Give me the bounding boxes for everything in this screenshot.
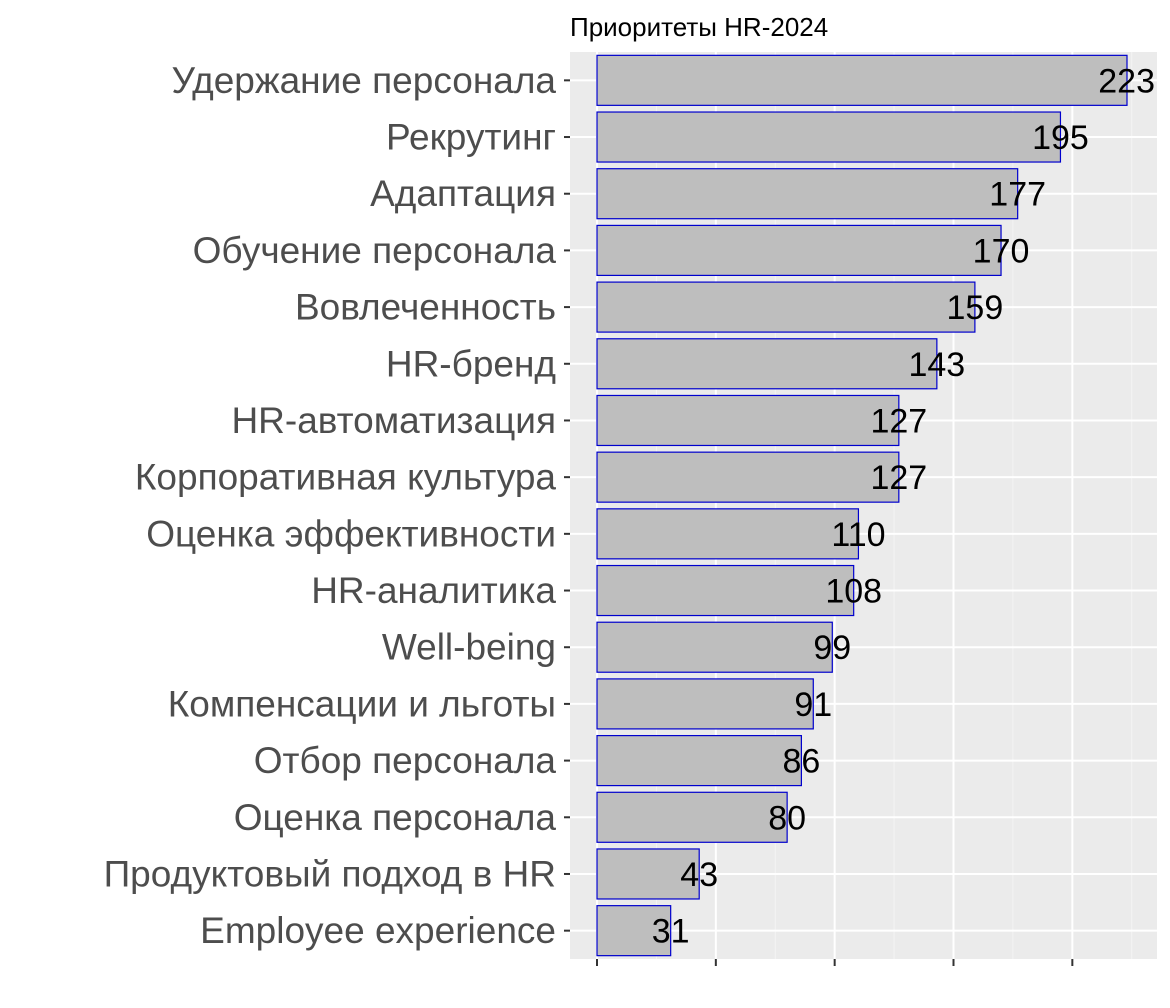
category-label: Отбор персонала [254,740,557,781]
bar [596,168,1019,220]
category-label: Обучение персонала [193,230,557,271]
category-label: Удержание персонала [171,60,556,101]
value-label: 159 [947,289,1004,327]
value-label: 43 [680,856,718,894]
bar [596,224,1002,277]
value-label: 177 [989,176,1046,214]
value-label: 31 [652,913,690,951]
bar [596,564,855,617]
x-axis-ticks [596,959,1074,966]
bar [596,848,700,900]
value-label: 127 [870,459,927,497]
category-label: Корпоративная культура [135,457,557,498]
category-labels: Удержание персонала Рекрутинг Адаптация Обу… [104,60,557,951]
value-label: 195 [1032,119,1089,157]
category-label: Оценка эффективности [146,513,556,554]
category-label: Оценка персонала [234,797,557,838]
category-label: Вовлеченность [295,287,556,328]
bar [596,905,672,957]
bar [596,678,814,730]
value-label: 80 [768,799,806,837]
bar [596,621,833,673]
value-label: 86 [782,743,820,781]
value-label: 223 [1098,62,1155,100]
category-label: HR-бренд [386,343,556,384]
bar [596,791,788,843]
value-label: 108 [825,573,882,611]
category-label: Продуктовый подход в HR [104,853,556,894]
bar [596,394,900,447]
category-label: Адаптация [370,173,556,214]
category-label: HR-автоматизация [231,400,556,441]
category-label: Компенсации и льготы [168,683,556,724]
bar [596,508,860,560]
category-label: HR-аналитика [311,570,556,611]
value-label: 110 [831,516,885,554]
bar [596,451,900,503]
bar [596,111,1062,163]
bar [596,281,976,333]
y-axis-ticks [564,79,570,932]
category-label: Рекрутинг [386,117,556,158]
value-label: 127 [870,402,927,440]
bar [596,734,802,787]
category-label: Well-being [382,627,556,668]
value-label: 143 [908,346,965,384]
category-label: Employee experience [200,910,556,951]
value-label: 170 [973,232,1030,270]
value-label: 91 [794,686,832,724]
value-label: 99 [813,629,851,667]
bar [596,54,1128,106]
chart-title: Приоритеты HR-2024 [570,12,828,42]
bars [596,54,1128,957]
bar [596,338,938,390]
